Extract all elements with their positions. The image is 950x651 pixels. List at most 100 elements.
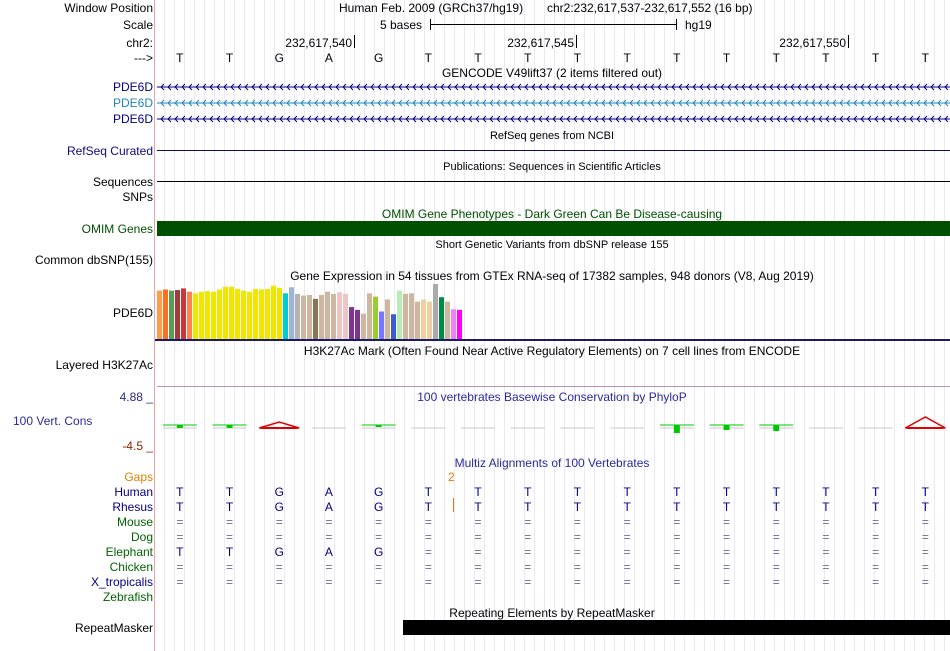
gtex-tissue-bar[interactable] xyxy=(325,291,330,339)
gtex-tissue-bar[interactable] xyxy=(199,291,204,339)
gtex-tissue-bar[interactable] xyxy=(385,299,390,339)
phylop-score-mark[interactable] xyxy=(259,421,300,429)
gtex-tissue-bar[interactable] xyxy=(175,290,180,339)
gencode-item-label[interactable]: PDE6D xyxy=(112,80,153,94)
phylop-score-mark[interactable] xyxy=(709,424,744,430)
gtex-tissue-bar[interactable] xyxy=(427,301,432,339)
gtex-tissue-bar[interactable] xyxy=(259,289,264,340)
phylop-score-mark[interactable] xyxy=(659,424,694,433)
gtex-tissue-bar[interactable] xyxy=(205,291,210,339)
gtex-tissue-bar[interactable] xyxy=(157,290,162,339)
gtex-tissue-bar[interactable] xyxy=(319,295,324,339)
gtex-tissue-bar[interactable] xyxy=(403,293,408,339)
omim-gene-bar[interactable] xyxy=(157,221,950,236)
gtex-tissue-bar[interactable] xyxy=(307,295,312,339)
gtex-tissue-bar[interactable] xyxy=(331,293,336,339)
phylop-plot[interactable] xyxy=(155,400,950,450)
gtex-track-title[interactable]: Gene Expression in 54 tissues from GTEx … xyxy=(290,269,814,283)
species-label[interactable]: Elephant xyxy=(105,545,153,559)
gtex-tissue-bar[interactable] xyxy=(421,299,426,339)
refseq-gene-line[interactable] xyxy=(157,150,950,151)
h3k27ac-track-label[interactable]: Layered H3K27Ac xyxy=(55,358,153,372)
gtex-tissue-bar[interactable] xyxy=(373,296,378,339)
gtex-tissue-bar[interactable] xyxy=(295,293,300,339)
repeatmasker-element[interactable] xyxy=(402,620,950,635)
species-label[interactable]: Chicken xyxy=(109,560,153,574)
alignment-base: = xyxy=(623,515,631,529)
dbsnp-track-label[interactable]: Common dbSNP(155) xyxy=(34,253,153,267)
species-label[interactable]: X_tropicalis xyxy=(90,575,153,589)
dbsnp-track-title[interactable]: Short Genetic Variants from dbSNP releas… xyxy=(435,239,669,251)
gtex-tissue-bar[interactable] xyxy=(391,314,396,339)
gtex-tissue-bar[interactable] xyxy=(301,295,306,339)
gtex-bar-chart[interactable] xyxy=(155,282,950,342)
gtex-tissue-bar[interactable] xyxy=(253,288,258,339)
gtex-tissue-bar[interactable] xyxy=(247,291,252,339)
gtex-tissue-bar[interactable] xyxy=(451,309,456,339)
species-label[interactable]: Mouse xyxy=(116,515,153,529)
phylop-score-mark[interactable] xyxy=(212,424,247,429)
gtex-tissue-bar[interactable] xyxy=(187,291,192,339)
phylop-score-mark[interactable] xyxy=(759,424,794,431)
gtex-tissue-bar[interactable] xyxy=(355,309,360,339)
phylop-track-title[interactable]: 100 vertebrates Basewise Conservation by… xyxy=(417,390,687,404)
gtex-tissue-bar[interactable] xyxy=(289,287,294,339)
species-label[interactable]: Zebrafish xyxy=(102,590,153,604)
gtex-tissue-bar[interactable] xyxy=(313,298,318,339)
gtex-track-label[interactable]: PDE6D xyxy=(112,306,153,320)
species-label[interactable]: Rhesus xyxy=(112,500,153,514)
gtex-tissue-bar[interactable] xyxy=(181,288,186,339)
omim-track-title[interactable]: OMIM Gene Phenotypes - Dark Green Can Be… xyxy=(381,207,723,221)
gtex-tissue-bar[interactable] xyxy=(337,292,342,339)
gtex-tissue-bar[interactable] xyxy=(349,307,354,339)
gtex-tissue-bar[interactable] xyxy=(457,309,462,339)
strand-arrow-label[interactable]: ---> xyxy=(134,51,153,65)
species-label[interactable]: Human xyxy=(114,485,153,499)
gtex-tissue-bar[interactable] xyxy=(433,284,438,339)
gtex-tissue-bar[interactable] xyxy=(229,286,234,339)
phylop-score-mark[interactable] xyxy=(162,424,197,429)
snps-track-label[interactable]: SNPs xyxy=(122,190,153,204)
gtex-tissue-bar[interactable] xyxy=(241,290,246,339)
phylop-score-mark[interactable] xyxy=(904,416,946,429)
gencode-item-label[interactable]: PDE6D xyxy=(112,112,153,126)
gtex-tissue-bar[interactable] xyxy=(343,293,348,339)
sequences-track-label[interactable]: Sequences xyxy=(92,175,153,189)
gencode-transcripts[interactable] xyxy=(155,80,950,128)
gtex-tissue-bar[interactable] xyxy=(223,286,228,339)
refseq-track-title[interactable]: RefSeq genes from NCBI xyxy=(489,130,615,142)
gtex-tissue-bar[interactable] xyxy=(439,297,444,339)
gtex-tissue-bar[interactable] xyxy=(367,293,372,339)
gtex-tissue-bar[interactable] xyxy=(217,289,222,340)
pubs-track-title[interactable]: Publications: Sequences in Scientific Ar… xyxy=(443,161,661,173)
phylop-score-mark[interactable] xyxy=(361,424,396,429)
gtex-tissue-bar[interactable] xyxy=(235,288,240,339)
gtex-tissue-bar[interactable] xyxy=(163,289,168,340)
gtex-tissue-bar[interactable] xyxy=(265,288,270,339)
gtex-tissue-bar[interactable] xyxy=(409,293,414,339)
gtex-tissue-bar[interactable] xyxy=(169,290,174,339)
omim-track-label[interactable]: OMIM Genes xyxy=(81,222,153,236)
multiz-track-title[interactable]: Multiz Alignments of 100 Vertebrates xyxy=(454,456,650,470)
refseq-track-label[interactable]: RefSeq Curated xyxy=(66,144,153,158)
alignment-base: = xyxy=(921,545,929,559)
gtex-tissue-bar[interactable] xyxy=(193,293,198,339)
gtex-tissue-bar[interactable] xyxy=(277,287,282,339)
gtex-tissue-bar[interactable] xyxy=(415,301,420,339)
species-label[interactable]: Dog xyxy=(130,530,153,544)
phylop-track-label[interactable]: 100 Vert. Cons xyxy=(13,414,93,428)
gtex-tissue-bar[interactable] xyxy=(283,293,288,339)
sequences-line[interactable] xyxy=(157,181,950,182)
gtex-tissue-bar[interactable] xyxy=(397,290,402,339)
gtex-tissue-bar[interactable] xyxy=(379,311,384,340)
gtex-tissue-bar[interactable] xyxy=(361,313,366,339)
h3k27ac-track-title[interactable]: H3K27Ac Mark (Often Found Near Active Re… xyxy=(303,344,801,358)
gtex-tissue-bar[interactable] xyxy=(211,291,216,339)
gtex-tissue-bar[interactable] xyxy=(445,301,450,339)
alignment-base: = xyxy=(822,530,830,544)
gencode-track-title[interactable]: GENCODE V49lift37 (2 items filtered out) xyxy=(441,66,663,80)
gencode-item-label[interactable]: PDE6D xyxy=(112,96,153,110)
gtex-tissue-bar[interactable] xyxy=(271,285,276,339)
repeatmasker-track-label[interactable]: RepeatMasker xyxy=(74,621,153,635)
repeatmasker-track-title[interactable]: Repeating Elements by RepeatMasker xyxy=(449,606,655,620)
